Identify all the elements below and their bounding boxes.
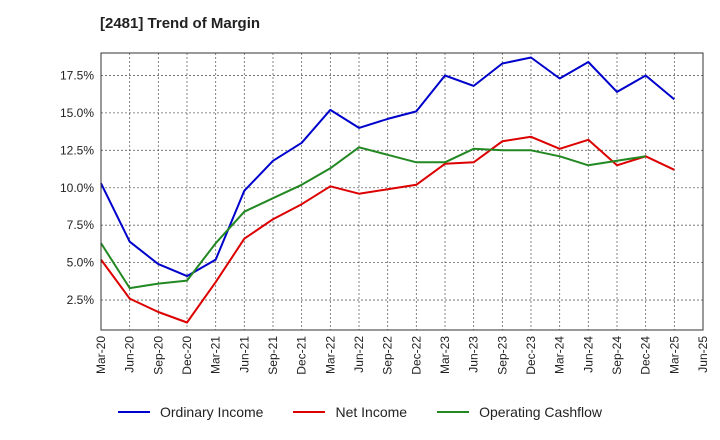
legend-item: Net Income xyxy=(293,404,407,420)
y-tick-label: 2.5% xyxy=(67,293,95,307)
legend-label: Operating Cashflow xyxy=(479,404,603,420)
legend-swatch xyxy=(293,411,326,413)
x-tick-label: Jun-22 xyxy=(352,336,366,373)
x-tick-label: Sep-22 xyxy=(381,336,395,375)
legend-label: Ordinary Income xyxy=(159,404,264,420)
x-tick-label: Jun-21 xyxy=(237,336,251,373)
x-tick-label: Sep-24 xyxy=(610,336,624,375)
x-tick-label: Jun-24 xyxy=(581,336,595,373)
y-tick-label: 10.0% xyxy=(60,181,94,195)
series-layer xyxy=(100,56,675,324)
y-tick-label: 15.0% xyxy=(60,106,94,120)
x-tick-label: Dec-21 xyxy=(295,336,309,375)
chart-title: [2481] Trend of Margin xyxy=(100,15,261,32)
y-tick-label: 7.5% xyxy=(67,218,95,232)
y-tick-label: 5.0% xyxy=(67,256,95,270)
legend-swatch xyxy=(437,411,470,413)
x-tick-label: Mar-22 xyxy=(323,336,337,374)
x-tick-label: Mar-23 xyxy=(438,336,452,374)
x-tick-label: Sep-20 xyxy=(151,336,165,375)
x-tick-label: Sep-23 xyxy=(495,336,509,375)
grid-layer xyxy=(101,53,703,330)
x-tick-label: Mar-25 xyxy=(667,336,681,374)
legend: Ordinary Income Net Income Operating Cashf… xyxy=(0,404,720,420)
series-line-net-income xyxy=(100,135,675,324)
x-tick-label: Sep-21 xyxy=(266,336,280,375)
x-tick-label: Jun-20 xyxy=(123,336,137,373)
x-tick-label: Dec-23 xyxy=(524,336,538,375)
x-tick-label: Dec-24 xyxy=(639,336,653,375)
x-tick-label: Mar-20 xyxy=(94,336,108,374)
x-tick-label: Jun-23 xyxy=(467,336,481,373)
y-tick-label: 17.5% xyxy=(60,68,94,82)
x-tick-label: Jun-25 xyxy=(696,336,710,373)
axis-layer: Mar-20 Jun-20 Sep-20 Dec-20 Mar-21 Jun-21 Sep-… xyxy=(60,68,710,374)
legend-item: Operating Cashflow xyxy=(437,404,602,420)
x-tick-label: Mar-21 xyxy=(209,336,223,374)
y-tick-label: 12.5% xyxy=(60,143,94,157)
legend-swatch xyxy=(117,411,150,413)
x-tick-label: Dec-20 xyxy=(180,336,194,375)
x-tick-label: Dec-22 xyxy=(409,336,423,375)
legend-label: Net Income xyxy=(335,404,408,420)
x-tick-label: Mar-24 xyxy=(553,336,567,374)
legend-item: Ordinary Income xyxy=(117,404,264,420)
plot-frame xyxy=(100,52,704,331)
series-line-operating-cashflow xyxy=(100,146,646,290)
series-line-ordinary-income xyxy=(100,56,675,278)
